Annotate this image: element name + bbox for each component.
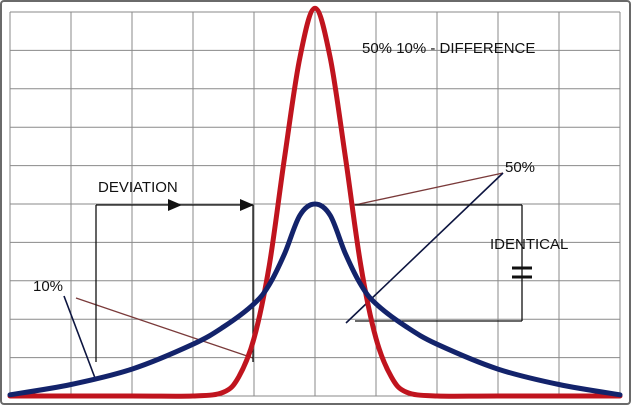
label-50-percent: 50% <box>505 159 535 176</box>
gridlines <box>9 11 621 397</box>
identical-marker <box>355 204 523 322</box>
deviation-label: DEVIATION <box>98 179 178 196</box>
series-line-10-percent <box>7 201 623 398</box>
pointer-10-blue <box>63 295 96 379</box>
identical-sign <box>512 266 532 279</box>
chart-title: 50% 10% - DIFFERENCE <box>362 40 535 57</box>
deviation-arrow-1 <box>168 199 182 211</box>
identical-label: IDENTICAL <box>490 236 568 253</box>
pointer-50-red <box>349 172 504 207</box>
deviation-arrow-2 <box>240 199 254 211</box>
pointer-10-red <box>75 297 254 359</box>
label-10-percent: 10% <box>33 278 63 295</box>
pointer-lines <box>75 172 504 359</box>
series-line-50-percent <box>7 5 623 399</box>
